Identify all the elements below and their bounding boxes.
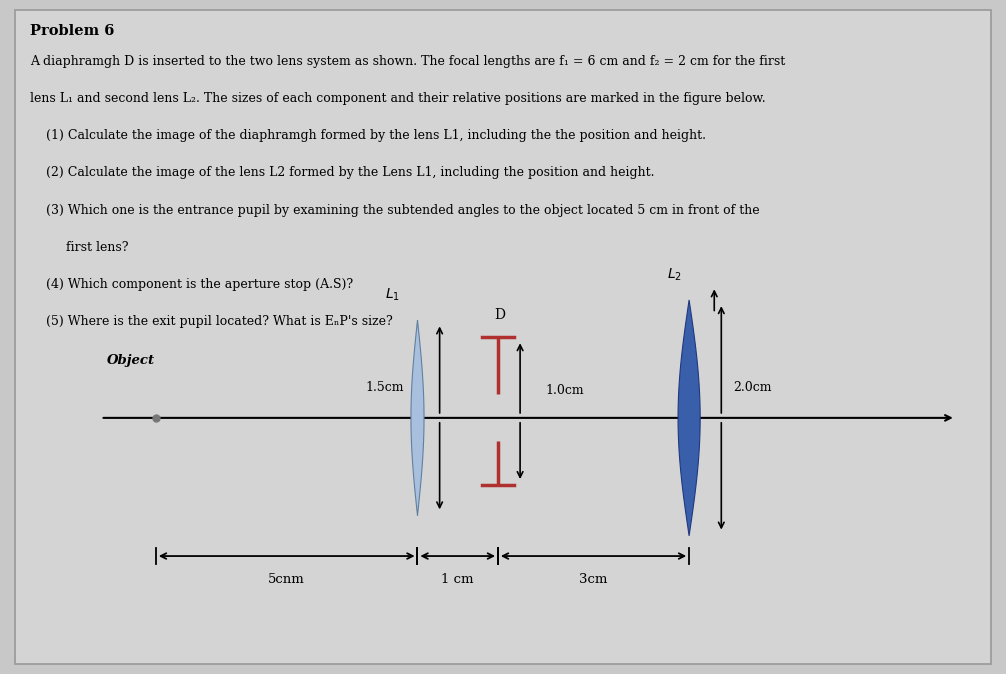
Polygon shape: [411, 320, 424, 516]
Text: 5cnm: 5cnm: [269, 573, 305, 586]
Polygon shape: [678, 300, 700, 536]
Text: 1.5cm: 1.5cm: [365, 381, 403, 394]
Text: 2.0cm: 2.0cm: [733, 381, 772, 394]
Text: $L_2$: $L_2$: [667, 267, 681, 283]
Text: lens L₁ and second lens L₂. The sizes of each component and their relative posit: lens L₁ and second lens L₂. The sizes of…: [30, 92, 766, 105]
Text: 1 cm: 1 cm: [442, 573, 474, 586]
Text: (2) Calculate the image of the lens L2 formed by the Lens L1, including the posi: (2) Calculate the image of the lens L2 f…: [30, 166, 655, 179]
FancyBboxPatch shape: [15, 10, 991, 664]
Text: (1) Calculate the image of the diaphramgh formed by the lens L1, including the t: (1) Calculate the image of the diaphramg…: [30, 129, 706, 142]
Text: D: D: [495, 308, 505, 322]
Text: (3) Which one is the entrance pupil by examining the subtended angles to the obj: (3) Which one is the entrance pupil by e…: [30, 204, 760, 216]
Text: first lens?: first lens?: [30, 241, 129, 253]
Text: $L_1$: $L_1$: [385, 287, 399, 303]
Text: (4) Which component is the aperture stop (A.S)?: (4) Which component is the aperture stop…: [30, 278, 353, 290]
Text: (5) Where is the exit pupil located? What is EₙP's size?: (5) Where is the exit pupil located? Wha…: [30, 315, 393, 328]
Text: 3cm: 3cm: [579, 573, 608, 586]
Text: Problem 6: Problem 6: [30, 24, 115, 38]
Text: Object: Object: [107, 355, 155, 367]
Text: A diaphramgh D is inserted to the two lens system as shown. The focal lengths ar: A diaphramgh D is inserted to the two le…: [30, 55, 786, 68]
Text: 1.0cm: 1.0cm: [545, 384, 583, 398]
